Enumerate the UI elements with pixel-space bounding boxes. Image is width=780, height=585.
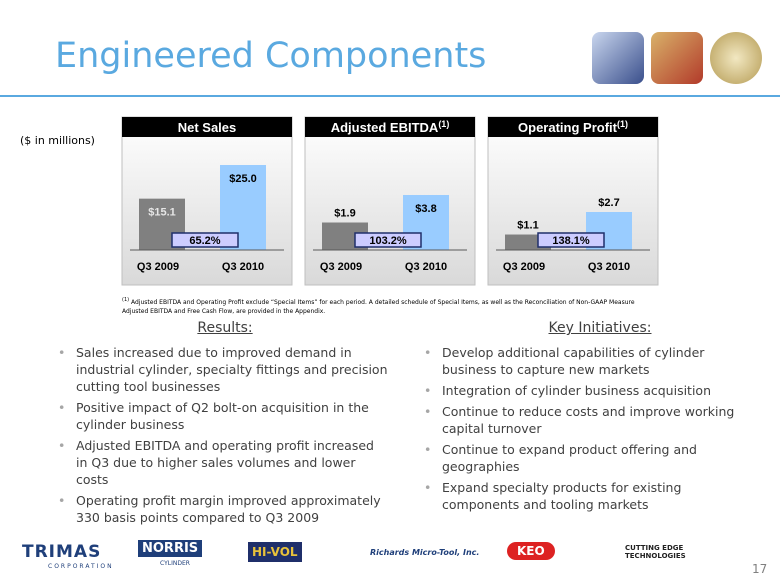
logo: CUTTING EDGE TECHNOLOGIES	[625, 544, 686, 560]
bullet: Develop additional capabilities of cylin…	[424, 344, 754, 378]
value-label: $1.9	[334, 208, 355, 220]
unit-note: ($ in millions)	[20, 134, 95, 147]
chart-title-text: Operating Profit	[518, 120, 618, 135]
chart-title-text: Adjusted EBITDA	[331, 120, 439, 135]
growth-label: 103.2%	[369, 235, 407, 247]
category-label: Q3 2009	[320, 261, 362, 273]
growth-box	[354, 232, 422, 248]
logo: HI-VOL	[248, 542, 302, 562]
chart-header	[122, 117, 292, 137]
growth-label: 138.1%	[552, 235, 590, 247]
bullet: Sales increased due to improved demand i…	[58, 344, 388, 395]
footnote-text: Adjusted EBITDA and Operating Profit exc…	[122, 299, 635, 315]
column-heading: Key Initiatives:	[548, 320, 652, 336]
chart-header	[305, 117, 475, 137]
page-number: 17	[752, 562, 768, 576]
bullet-list: Develop additional capabilities of cylin…	[424, 344, 754, 517]
logo: KEO	[507, 542, 555, 560]
chart-panel	[304, 116, 476, 286]
bullet: Integration of cylinder business acquisi…	[424, 382, 754, 399]
bullet: Adjusted EBITDA and operating profit inc…	[58, 437, 388, 488]
footnote-mark: (1)	[122, 297, 130, 303]
logo-sub: CYLINDER	[160, 560, 190, 567]
bullet: Positive impact of Q2 bolt-on acquisitio…	[58, 399, 388, 433]
charts: Net Sales $15.1 Q3 2009 $25.0 Q3 2010 65.2% Ad…	[121, 116, 659, 286]
category-label: Q3 2010	[405, 261, 447, 273]
growth-box	[537, 232, 605, 248]
header-rule	[0, 95, 780, 97]
value-label: $25.0	[229, 173, 257, 185]
photo	[651, 32, 703, 84]
value-label: $2.7	[598, 197, 619, 209]
logo: TRIMAS	[22, 542, 102, 562]
value-label: $3.8	[415, 203, 436, 215]
logo: NORRIS	[138, 540, 203, 557]
category-label: Q3 2009	[503, 261, 545, 273]
bullet-list: Sales increased due to improved demand i…	[58, 344, 388, 530]
chart-header	[488, 117, 658, 137]
chart-title-note: (1)	[617, 119, 628, 129]
value-label: $15.1	[148, 207, 176, 219]
chart-title: Adjusted EBITDA(1)	[331, 119, 450, 135]
logo-strip: TRIMAS CORPORATION NORRIS CYLINDER HI-VO…	[0, 528, 780, 585]
category-label: Q3 2010	[222, 261, 264, 273]
bullet: Continue to expand product offering and …	[424, 441, 754, 475]
bullet: Operating profit margin improved approxi…	[58, 492, 388, 526]
category-label: Q3 2010	[588, 261, 630, 273]
chart-title: Operating Profit(1)	[518, 119, 628, 135]
photo	[592, 32, 644, 84]
chart-title-note: (1)	[438, 119, 449, 129]
chart-title: Net Sales	[178, 120, 237, 135]
column-heading: Results:	[197, 320, 253, 336]
footnote: (1) Adjusted EBITDA and Operating Profit…	[122, 296, 662, 316]
bullet: Expand specialty products for existing c…	[424, 479, 754, 513]
photo	[710, 32, 762, 84]
chart-title-text: Net Sales	[178, 120, 237, 135]
logo: Richards Micro-Tool, Inc.	[370, 548, 480, 557]
value-label: $1.1	[517, 220, 538, 232]
category-label: Q3 2009	[137, 261, 179, 273]
slide-title: Engineered Components	[55, 36, 487, 76]
growth-box	[171, 232, 239, 248]
growth-label: 65.2%	[189, 235, 220, 247]
bullet: Continue to reduce costs and improve wor…	[424, 403, 754, 437]
chart-panel	[487, 116, 659, 286]
logo-sub: CORPORATION	[48, 563, 114, 570]
